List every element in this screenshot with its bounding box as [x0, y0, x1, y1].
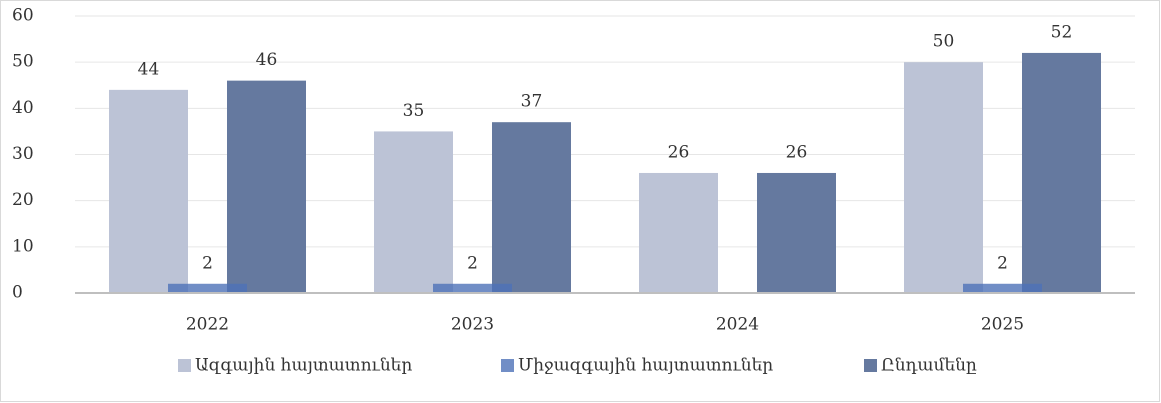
data-label: 26 — [786, 142, 808, 162]
bar — [639, 172, 718, 293]
data-label: 26 — [668, 142, 690, 162]
legend-label: Ընդամենը — [881, 356, 977, 376]
bar — [963, 283, 1042, 293]
bar — [492, 122, 571, 293]
y-tick-label: 20 — [12, 190, 34, 210]
bar — [109, 89, 188, 293]
y-tick-label: 40 — [12, 98, 34, 118]
bar — [433, 283, 512, 293]
x-tick-label: 2022 — [186, 315, 229, 335]
bar — [168, 283, 247, 293]
x-tick-label: 2024 — [716, 315, 759, 335]
legend-swatch — [178, 359, 191, 372]
y-tick-label: 30 — [12, 144, 34, 164]
bar — [904, 62, 983, 293]
bar — [757, 172, 836, 293]
data-label: 44 — [138, 59, 160, 79]
legend-swatch — [501, 359, 514, 372]
y-tick-label: 60 — [12, 6, 34, 26]
data-label: 2 — [467, 253, 478, 273]
data-label: 37 — [521, 92, 543, 112]
legend-label: Ազգային հայտատուներ — [195, 356, 412, 376]
legend-swatch — [864, 359, 877, 372]
bar — [374, 131, 453, 293]
data-label: 52 — [1051, 22, 1073, 42]
y-tick-label: 0 — [12, 283, 23, 303]
bar — [227, 80, 306, 293]
data-label: 35 — [403, 101, 425, 121]
x-tick-label: 2025 — [981, 315, 1024, 335]
x-tick-label: 2023 — [451, 315, 494, 335]
y-tick-label: 50 — [12, 52, 34, 72]
legend-label: Միջազգային հայտատուներ — [518, 356, 773, 376]
data-label: 2 — [202, 253, 213, 273]
data-label: 50 — [933, 32, 955, 52]
y-tick-label: 10 — [12, 236, 34, 256]
bar — [1022, 52, 1101, 293]
data-label: 46 — [256, 50, 278, 70]
data-label: 2 — [997, 253, 1008, 273]
